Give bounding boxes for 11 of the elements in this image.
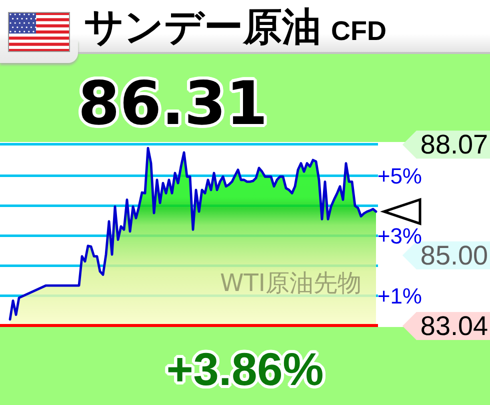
y-tick-label: 83.04 <box>420 311 488 342</box>
y-tick-label: 88.07 <box>420 130 488 160</box>
annotation: WTI原油先物 <box>220 268 362 298</box>
chart-title: サンデー原油 <box>84 5 321 50</box>
y-tick-label: 85.00 <box>420 240 488 270</box>
y2-tick-label: +5% <box>377 164 422 189</box>
y2-tick-label: +3% <box>377 223 422 248</box>
text: +3.86% <box>165 343 325 395</box>
text: 86.31 <box>78 69 268 139</box>
y2-tick-label: +1% <box>377 283 422 308</box>
chart-subtitle: CFD <box>331 16 386 46</box>
